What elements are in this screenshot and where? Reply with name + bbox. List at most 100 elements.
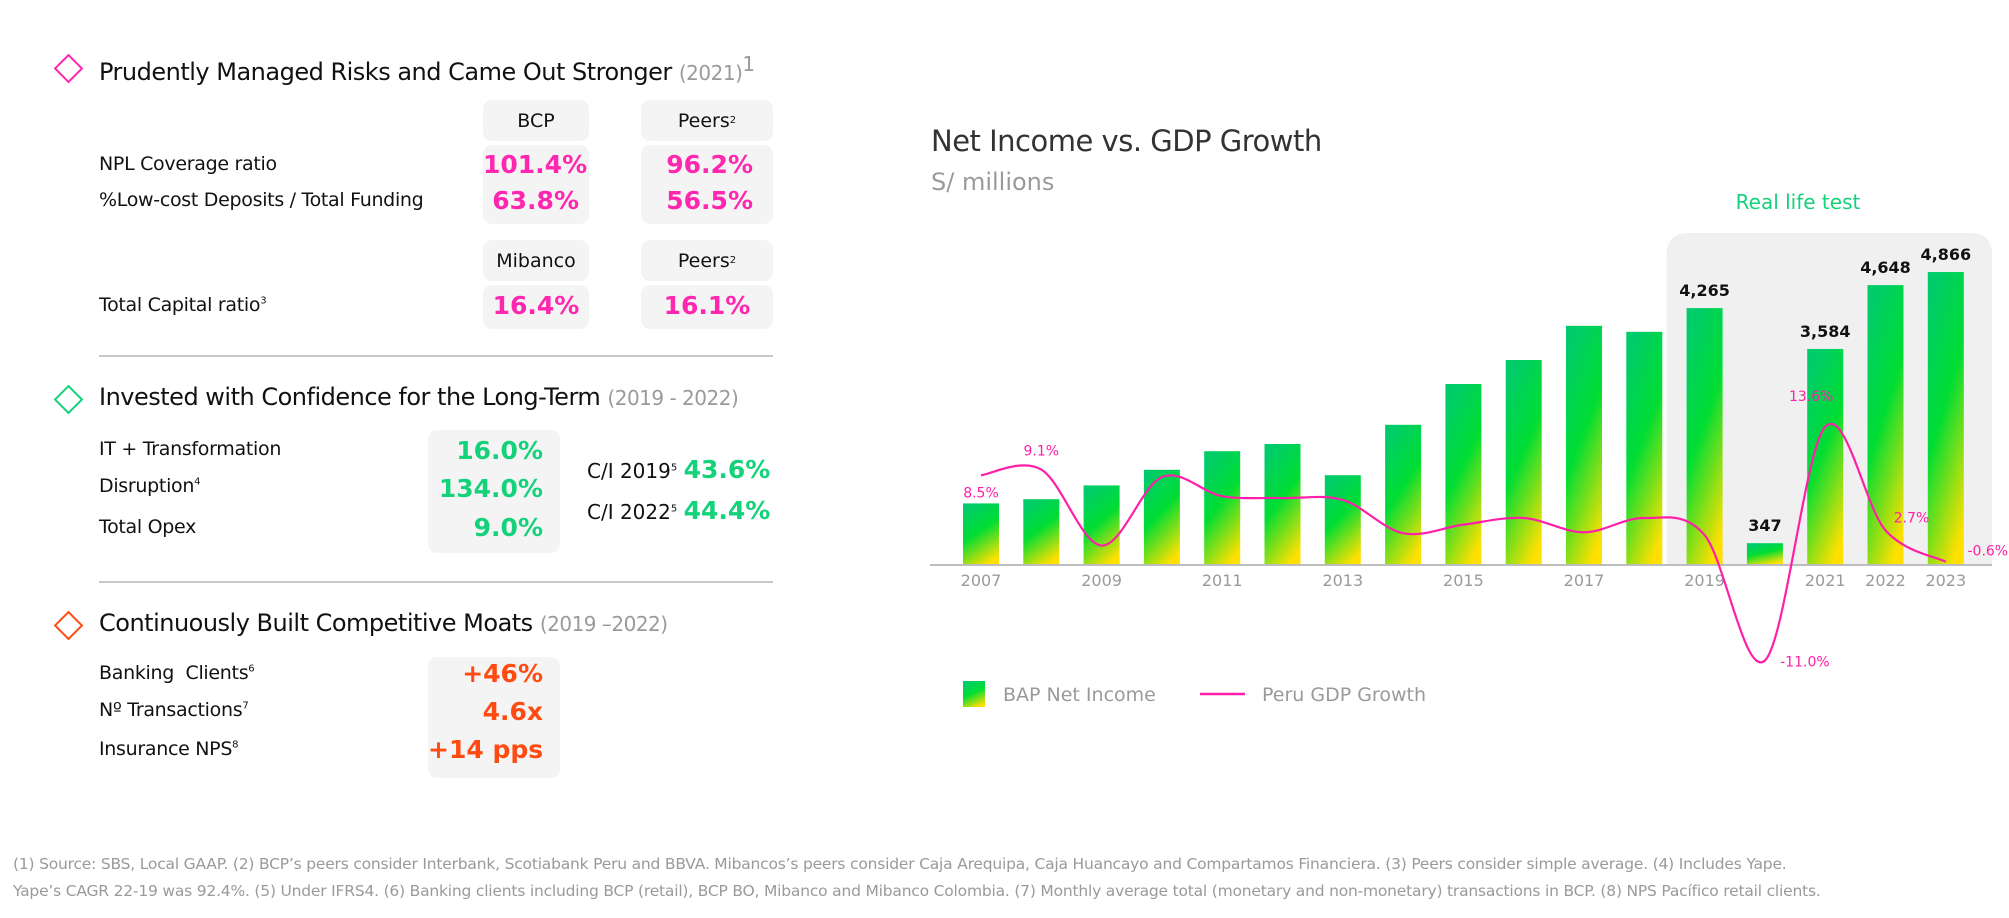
x-tick-2007: 2007: [961, 571, 1002, 590]
title-text: Prudently Managed Risks and Came Out Str…: [99, 58, 672, 86]
label-text: Nº Transactions: [99, 699, 243, 721]
ci-2019: C/I 20195 43.6%: [587, 455, 770, 484]
mibanco-values-box: [483, 285, 589, 329]
peers-values-box: [641, 145, 773, 224]
row-label-it: IT + Transformation: [99, 438, 281, 460]
chart-subtitle: S/ millions: [931, 168, 1055, 196]
footnote-ref: 8: [232, 739, 239, 751]
footnote-ref: 1: [742, 52, 755, 76]
transactions-value: 4.6x: [482, 697, 543, 726]
header-mibanco: Mibanco: [483, 240, 589, 281]
footnote-line-2: Yape’s CAGR 22-19 was 92.4%. (5) Under I…: [13, 882, 1821, 900]
bar-2019: [1686, 308, 1723, 564]
x-tick-2011: 2011: [1202, 571, 1243, 590]
header-label: Peers: [677, 109, 730, 132]
footnote-line-1: (1) Source: SBS, Local GAAP. (2) BCP’s p…: [13, 855, 1787, 873]
label-text: Banking Clients: [99, 662, 249, 684]
bar-2008: [1023, 499, 1060, 564]
header-label: Mibanco: [496, 249, 576, 272]
ci-value: 43.6%: [683, 455, 771, 484]
nps-value: +14 pps: [428, 735, 544, 764]
bar-2015: [1445, 384, 1482, 564]
bar-2014: [1385, 424, 1422, 564]
bar-label-2020: 347: [1748, 516, 1781, 535]
ci-value: 44.4%: [683, 496, 771, 525]
row-label-opex: Total Opex: [99, 516, 196, 538]
header-peers-2: Peers 2: [641, 240, 773, 281]
label-text: Insurance NPS: [99, 738, 233, 760]
npl-peers-value: 96.2%: [666, 150, 753, 179]
row-label-lowcost: %Low-cost Deposits / Total Funding: [99, 189, 424, 211]
label-text: Total Opex: [99, 516, 197, 538]
bar-2023: [1927, 272, 1964, 564]
peers-values-box-2: [641, 285, 773, 329]
legend-swatch-net-income: [963, 681, 985, 707]
row-label-disruption: Disruption4: [99, 475, 200, 497]
capital-mibanco-value: 16.4%: [492, 291, 580, 320]
bar-label-2022: 4,648: [1860, 258, 1911, 277]
gdp-label-2023: -0.6%: [1967, 544, 2008, 560]
chart-title: Net Income vs. GDP Growth: [931, 124, 1322, 158]
bar-2016: [1505, 360, 1542, 564]
bar-2013: [1324, 475, 1361, 564]
row-label-clients: Banking Clients6: [99, 662, 255, 684]
bar-2012: [1264, 444, 1301, 564]
label-text: Disruption: [99, 475, 195, 497]
gdp-label-2008: 9.1%: [1024, 444, 1060, 460]
bar-2020: [1746, 543, 1783, 564]
footnote-ref: 5: [670, 462, 678, 474]
section-title-moats: Continuously Built Competitive Moats (20…: [99, 609, 668, 637]
gdp-label-2022: 2.7%: [1894, 510, 1930, 526]
bar-2010: [1143, 469, 1180, 564]
ci-2022: C/I 20225 44.4%: [587, 496, 770, 525]
x-tick-2022: 2022: [1865, 571, 1906, 590]
invest-values-box: [428, 430, 560, 553]
header-bcp: BCP: [483, 100, 589, 141]
divider: [99, 581, 773, 583]
bar-label-2021: 3,584: [1800, 322, 1851, 341]
moats-values-box: [428, 657, 560, 778]
opex-value: 9.0%: [473, 513, 543, 542]
section-title-invested: Invested with Confidence for the Long-Te…: [99, 383, 739, 411]
gdp-growth-line: [980, 422, 1947, 664]
row-label-transactions: Nº Transactions7: [99, 699, 249, 721]
bar-2011: [1204, 451, 1241, 564]
bcp-values-box: [483, 145, 589, 224]
footnote-ref: 5: [670, 503, 678, 515]
gdp-label-2021: 13.6%: [1789, 389, 1833, 405]
gdp-label-2020: -11.0%: [1780, 655, 1830, 671]
footnote-ref: 2: [729, 115, 737, 126]
x-tick-2013: 2013: [1322, 571, 1363, 590]
row-label-capital: Total Capital ratio3: [99, 294, 267, 316]
gdp-label-2007: 8.5%: [963, 485, 999, 501]
clients-value: +46%: [462, 659, 543, 688]
x-tick-2019: 2019: [1684, 571, 1725, 590]
capital-peers-value: 16.1%: [663, 291, 751, 320]
header-peers: Peers 2: [641, 100, 773, 141]
bar-2022: [1867, 285, 1904, 564]
label-text: IT + Transformation: [99, 438, 282, 460]
label-text: Total Capital ratio: [99, 294, 261, 316]
footnote-ref: 7: [242, 700, 249, 712]
period-text: (2019 –2022): [539, 612, 668, 636]
lowcost-peers-value: 56.5%: [666, 186, 753, 215]
x-tick-2021: 2021: [1805, 571, 1846, 590]
legend-label-gdp: Peru GDP Growth: [1262, 684, 1426, 706]
header-label: BCP: [517, 109, 555, 132]
footnote-ref: 6: [248, 663, 255, 675]
x-tick-2015: 2015: [1443, 571, 1484, 590]
bar-2017: [1566, 325, 1602, 564]
disruption-value: 134.0%: [438, 474, 543, 503]
real-life-test-label: Real life test: [1735, 190, 1861, 214]
ci-label: C/I 2022: [587, 500, 671, 524]
footnote-ref: 4: [194, 476, 201, 488]
ci-label: C/I 2019: [587, 459, 671, 483]
it-value: 16.0%: [456, 436, 543, 465]
bar-2007: [963, 503, 999, 564]
footnote-ref: 2: [729, 255, 737, 266]
period-text: (2021): [678, 61, 743, 85]
period-text: (2019 - 2022): [607, 386, 739, 410]
footnote-ref: 3: [260, 295, 267, 307]
row-label-npl: NPL Coverage ratio: [99, 153, 277, 175]
